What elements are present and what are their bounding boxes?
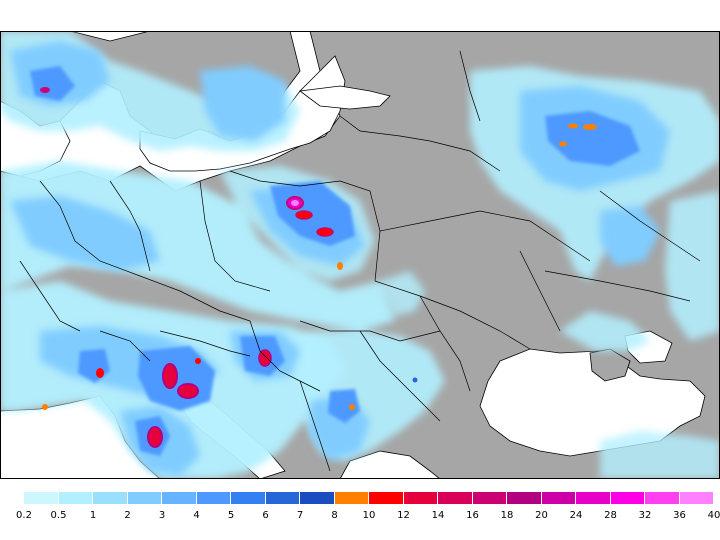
intense-cell xyxy=(177,383,199,399)
legend-label: 20 xyxy=(535,510,548,521)
intense-cell xyxy=(295,210,313,220)
legend-swatch xyxy=(679,492,714,504)
intense-cell xyxy=(568,123,578,129)
legend-label: 18 xyxy=(500,510,514,521)
legend-label: 10 xyxy=(362,510,376,521)
legend-label: 24 xyxy=(569,510,583,521)
legend-swatch xyxy=(541,492,576,504)
legend-swatch xyxy=(369,492,404,504)
legend-label: 5 xyxy=(227,510,235,521)
intense-cell xyxy=(147,426,163,448)
legend-swatch xyxy=(24,492,59,504)
intense-cell xyxy=(412,377,418,383)
legend-swatch xyxy=(610,492,645,504)
legend-swatch xyxy=(93,492,128,504)
legend-swatch xyxy=(403,492,438,504)
intense-cell xyxy=(258,349,272,367)
legend-label: 40 xyxy=(707,510,720,521)
legend-label: 8 xyxy=(331,510,338,521)
intense-cell xyxy=(583,124,597,130)
legend-label: 32 xyxy=(638,510,652,521)
legend-swatch xyxy=(196,492,231,504)
legend-label: 7 xyxy=(296,510,304,521)
legend-label: 1 xyxy=(89,510,97,521)
legend-swatch xyxy=(58,492,93,504)
legend-label: 0.2 xyxy=(16,510,32,521)
legend-swatch xyxy=(162,492,197,504)
precipitation-map xyxy=(0,31,720,479)
intense-cell xyxy=(337,262,343,270)
legend-label: 16 xyxy=(466,510,479,521)
country-borders xyxy=(19,50,701,472)
precipitation-intense xyxy=(40,87,597,448)
legend-swatch xyxy=(576,492,611,504)
legend-swatch xyxy=(472,492,507,504)
legend-label: 4 xyxy=(193,510,200,521)
legend-swatch xyxy=(231,492,266,504)
legend-swatch xyxy=(300,492,335,504)
legend-label: 28 xyxy=(604,510,617,521)
legend-label: 14 xyxy=(431,510,445,521)
legend-swatch xyxy=(265,492,300,504)
intense-cell xyxy=(349,404,355,410)
legend-swatch xyxy=(438,492,473,504)
intense-cell xyxy=(291,200,299,206)
intense-cell xyxy=(559,141,567,147)
aegean-sea xyxy=(339,450,441,479)
legend-label: 3 xyxy=(158,510,166,521)
intense-cell xyxy=(40,87,50,93)
gulf-finland xyxy=(298,85,391,110)
intense-cell xyxy=(316,227,334,237)
intense-cell xyxy=(96,368,104,378)
legend-swatch xyxy=(127,492,162,504)
legend-swatch xyxy=(334,492,369,504)
legend-label: 2 xyxy=(124,510,131,521)
legend-swatch xyxy=(507,492,542,504)
legend-swatch xyxy=(645,492,680,504)
legend-label: 0.5 xyxy=(50,510,67,521)
intense-cell xyxy=(42,404,48,410)
color-legend: 0.2 0.5 1 2 3 4 5 6 7 8 10 12 14 16 18 20 24 28 32 36 40 xyxy=(16,492,720,532)
intense-cell xyxy=(195,358,201,364)
intense-cell xyxy=(162,363,178,389)
legend-label: 12 xyxy=(397,510,410,521)
legend-label: 6 xyxy=(262,510,269,521)
legend-label: 36 xyxy=(673,510,686,521)
